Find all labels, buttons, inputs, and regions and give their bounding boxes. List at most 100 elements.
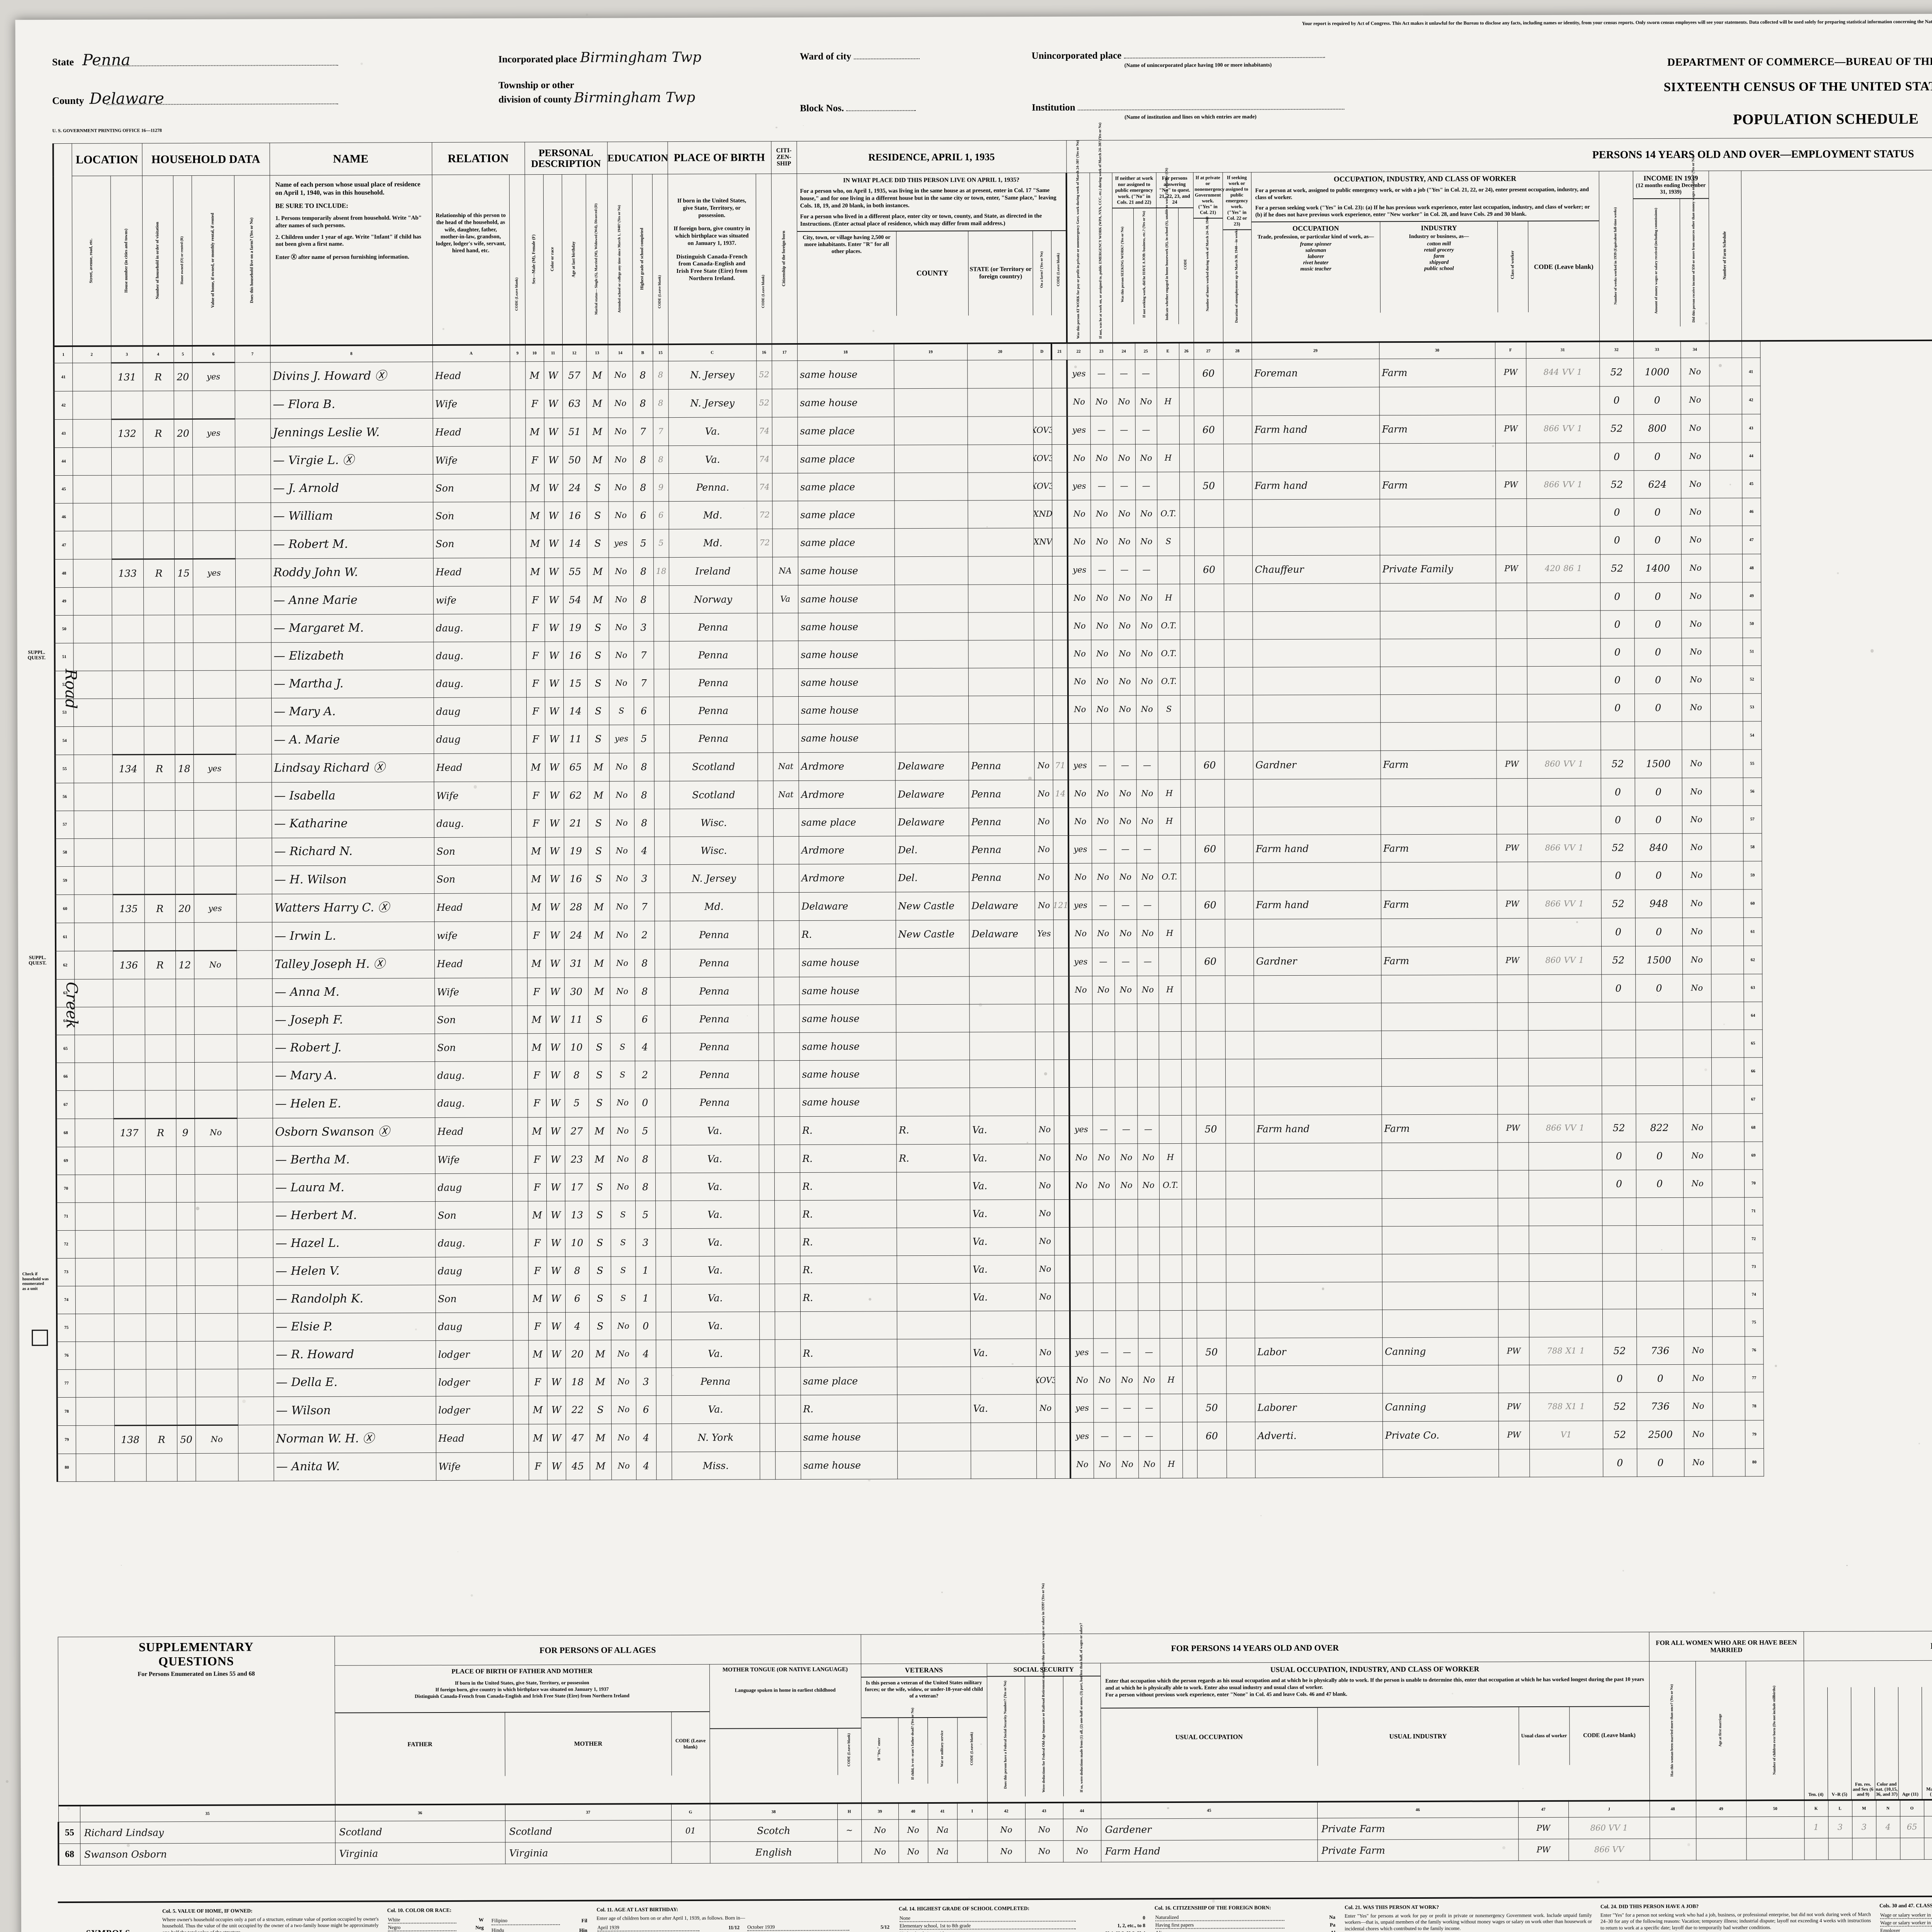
cell-farm-schedule xyxy=(1711,1085,1744,1113)
cell-household-number xyxy=(144,643,175,670)
desc-col3: House number (in cities and towns) xyxy=(111,176,143,346)
cell-relation: Son xyxy=(433,474,510,502)
cell-res-county xyxy=(896,1060,969,1088)
cell-res-farm xyxy=(1034,668,1053,696)
cell-house-number xyxy=(114,1313,146,1341)
cell-sex: F xyxy=(527,809,545,837)
cell-duration-unemp xyxy=(1226,1393,1255,1422)
cell-at-work: No xyxy=(1070,1172,1093,1199)
cell-place-of-birth: Va. xyxy=(671,1311,759,1340)
cell-code-e xyxy=(1182,1338,1197,1366)
cell-class-of-worker: PW xyxy=(1498,1393,1529,1421)
cell-code-e xyxy=(1182,1199,1196,1227)
cell-age: 10 xyxy=(565,1033,588,1061)
cell-sex: F xyxy=(525,389,544,418)
supp-cell-office-N xyxy=(1876,1838,1900,1859)
cell-tenure xyxy=(175,866,194,894)
supp-cell-age-first-marriage xyxy=(1696,1838,1746,1860)
cell-other-income xyxy=(1682,721,1710,750)
cell-place-of-birth: Md. xyxy=(668,501,757,529)
cell-race: W xyxy=(545,753,563,781)
cell-class-of-worker: PW xyxy=(1497,834,1527,862)
cell-farm-schedule xyxy=(1710,721,1743,749)
cell-household-number xyxy=(145,1146,176,1174)
cell-race: W xyxy=(546,1061,565,1089)
cell-hours-worked xyxy=(1195,667,1224,695)
cell-class-of-worker xyxy=(1496,611,1527,638)
cell-code-f xyxy=(1528,1002,1602,1031)
cell-code-f: 866 VV 1 xyxy=(1526,471,1600,499)
cell-res-farm xyxy=(1035,976,1053,1004)
cell-place-of-birth: Md. xyxy=(669,529,757,557)
cell-house-number xyxy=(114,1453,146,1481)
cell-race: W xyxy=(547,1396,566,1424)
township-field: Township or other division of county Bir… xyxy=(498,80,695,105)
cell-industry xyxy=(1382,1253,1498,1282)
cell-hours-worked xyxy=(1195,695,1224,723)
cell-hours-worked: 50 xyxy=(1197,1394,1226,1422)
cell-sex: F xyxy=(526,641,545,669)
cell-weeks-worked: 52 xyxy=(1601,946,1635,974)
cell-industry xyxy=(1383,1449,1498,1477)
cell-industry xyxy=(1380,583,1496,611)
cell-res-county xyxy=(895,585,968,613)
cell-industry xyxy=(1381,1086,1497,1114)
supp-group-women: FOR ALL WOMEN WHO ARE OR HAVE BEEN MARRI… xyxy=(1649,1631,1804,1661)
cell-other-status: S xyxy=(1158,695,1180,723)
cell-sex: F xyxy=(527,781,545,809)
cell-res-farm: No xyxy=(1036,1338,1054,1366)
cell-code-b xyxy=(655,949,670,977)
cell-weeks-worked: 52 xyxy=(1601,833,1635,861)
cell-weeks-worked: 52 xyxy=(1601,889,1635,918)
cell-code-a xyxy=(512,1173,528,1201)
cell-hours-worked: 60 xyxy=(1196,891,1225,919)
cell-code-d xyxy=(1054,1311,1070,1338)
cell-age: 54 xyxy=(563,586,587,614)
supp-cell-office-P xyxy=(1924,1838,1932,1859)
cell-duration-unemp xyxy=(1225,947,1253,975)
cell-class-of-worker xyxy=(1498,1281,1529,1309)
cell-code-b xyxy=(656,1340,671,1367)
enumerated-as-unit-checkbox[interactable] xyxy=(32,1330,48,1346)
footer-note: Col. 16. CITIZENSHIP OF THE FOREIGN BORN… xyxy=(1155,1905,1336,1932)
row-line-number: 45 xyxy=(54,475,73,503)
cell-code-f xyxy=(1528,975,1601,1003)
cell-emergency-work: No xyxy=(1091,612,1113,639)
cell-race: W xyxy=(545,725,563,753)
cell-sex: F xyxy=(527,1089,546,1117)
cell-res-county xyxy=(897,1283,970,1311)
cell-seeking-work: — xyxy=(1113,556,1136,584)
cell-occupation xyxy=(1255,1254,1382,1282)
cell-farm-schedule xyxy=(1710,665,1743,693)
cell-code-e xyxy=(1182,1394,1197,1422)
cell-at-work xyxy=(1068,723,1091,752)
cell-duration-unemp xyxy=(1224,527,1252,555)
cell-place-of-birth: N. Jersey xyxy=(670,864,758,893)
cell-emergency-work xyxy=(1093,1282,1116,1310)
supp-cell-children-born xyxy=(1746,1816,1804,1838)
supp-group-all-ages: FOR PERSONS OF ALL AGES xyxy=(335,1634,861,1665)
cell-duration-unemp xyxy=(1226,1450,1255,1478)
colnum-32: 32 xyxy=(1599,341,1633,358)
colnum-18: 18 xyxy=(797,344,894,361)
corner-cell xyxy=(53,143,72,346)
cell-marital: S xyxy=(588,1033,610,1061)
cell-citizenship: Va xyxy=(772,585,798,613)
cell-class-of-worker xyxy=(1498,1253,1529,1281)
cell-household-number xyxy=(143,475,174,503)
cell-house-number xyxy=(113,922,145,951)
cell-code-c: 52 xyxy=(757,389,772,417)
cell-res-farm: No xyxy=(1036,1199,1054,1227)
cell-marital: M xyxy=(586,389,608,418)
cell-code-e xyxy=(1181,919,1196,947)
cell-have-job: No xyxy=(1138,1450,1160,1478)
cell-grade: 6 xyxy=(634,697,654,724)
cell-street xyxy=(75,1369,114,1397)
cell-citizenship xyxy=(772,473,798,501)
cell-relation: daug xyxy=(435,1312,513,1340)
cell-code-e xyxy=(1182,1366,1197,1394)
cell-code-b xyxy=(656,1423,672,1452)
cell-farm-schedule xyxy=(1709,470,1742,498)
cell-grade: 3 xyxy=(635,1228,655,1256)
cell-code-b xyxy=(656,1284,671,1312)
